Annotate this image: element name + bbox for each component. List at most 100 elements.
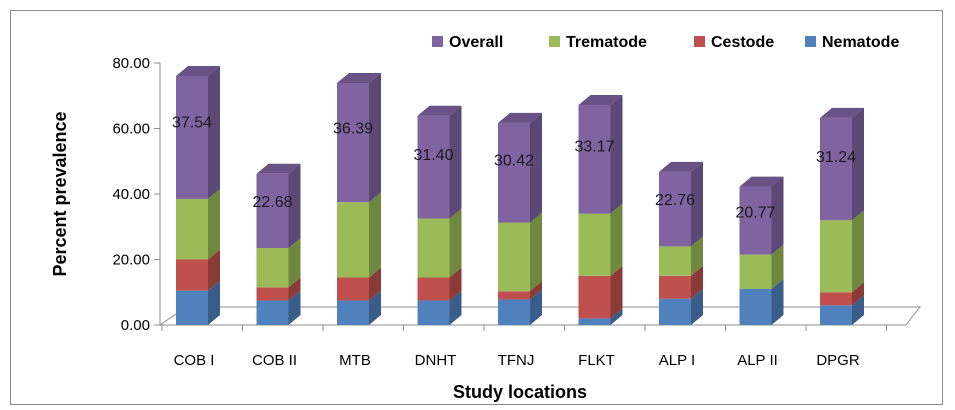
- bar-mtb-trematode-side: [369, 192, 381, 278]
- bar-alp-i-trematode-side: [691, 236, 703, 276]
- bar-dnht-overall-side: [449, 105, 462, 219]
- bar-mtb-overall-front: [337, 83, 369, 203]
- bar-cob-i-overall-side: [208, 65, 220, 199]
- bar-flkt-cestode-side: [610, 265, 623, 319]
- bar-top-dpgr: [820, 107, 864, 118]
- bar-cob-ii-cestode-side: [288, 277, 301, 301]
- x-tick-label-alp-i: ALP I: [659, 352, 695, 369]
- bar-dnht-nematode-front: [417, 300, 450, 325]
- legend-swatch-cestode: [694, 36, 705, 47]
- x-tick-label-cob-i: COB I: [174, 352, 215, 369]
- x-tick-label-tfnj: TFNJ: [498, 352, 535, 369]
- bar-mtb-nematode-side: [369, 290, 381, 325]
- data-label-alp-i: 22.76: [655, 192, 695, 209]
- bar-cob-ii-overall-front: [256, 173, 289, 249]
- bar-dnht-overall-front: [417, 115, 450, 219]
- bar-cob-ii-nematode-side: [288, 290, 301, 325]
- x-axis-title: Study locations: [453, 382, 587, 402]
- data-label-dpgr: 31.24: [816, 149, 856, 166]
- x-tick-label-mtb: MTB: [339, 352, 371, 369]
- bar-alp-i-trematode-front: [659, 246, 691, 276]
- y-tick-label: 20.00: [112, 252, 150, 269]
- x-tick-label-cob-ii: COB II: [252, 352, 297, 369]
- legend-label-overall: Overall: [449, 34, 503, 51]
- bar-alp-ii-trematode-front: [739, 254, 772, 289]
- bar-flkt-nematode-front: [578, 318, 611, 325]
- bar-alp-i-cestode-front: [659, 275, 691, 299]
- bar-cob-ii-trematode-side: [288, 238, 301, 288]
- x-tick-label-dpgr: DPGR: [816, 352, 860, 369]
- bar-cob-i-cestode-side: [208, 249, 220, 291]
- bar-dnht-trematode-side: [449, 208, 462, 278]
- bar-alp-i-overall-front: [659, 171, 691, 247]
- bar-dpgr-trematode-side: [852, 210, 864, 293]
- bar-alp-i-nematode-side: [691, 288, 703, 325]
- legend-label-cestode: Cestode: [711, 34, 774, 51]
- bar-tfnj-overall-front: [498, 122, 530, 223]
- bar-dnht-cestode-side: [449, 267, 462, 301]
- bar-mtb-overall-side: [369, 73, 381, 203]
- bar-cob-i-trematode-front: [176, 198, 208, 260]
- bar-top-alp-ii: [739, 176, 784, 187]
- bar-cob-i-nematode-side: [208, 280, 220, 325]
- bar-flkt-cestode-front: [578, 275, 611, 319]
- data-label-alp-ii: 20.77: [735, 204, 775, 221]
- data-label-cob-ii: 22.68: [252, 194, 292, 211]
- bar-alp-i-overall-side: [691, 161, 703, 247]
- bar-alp-i-cestode-side: [691, 265, 703, 299]
- data-label-tfnj: 30.42: [494, 153, 534, 170]
- data-label-dnht: 31.40: [413, 147, 453, 164]
- bar-dpgr-trematode-front: [820, 220, 852, 293]
- bar-dpgr-cestode-side: [852, 282, 864, 306]
- bar-cob-i-cestode-front: [176, 259, 208, 291]
- bar-top-cob-i: [176, 65, 220, 76]
- legend-label-nematode: Nematode: [822, 34, 899, 51]
- bar-cob-i-trematode-side: [208, 188, 220, 260]
- bar-alp-i-nematode-front: [659, 298, 691, 325]
- bar-tfnj-overall-side: [530, 112, 542, 223]
- bar-tfnj-nematode-side: [530, 289, 542, 325]
- bar-cob-i-nematode-front: [176, 290, 208, 325]
- bar-top-dnht: [417, 105, 462, 116]
- y-tick-label: 80.00: [112, 55, 150, 72]
- bar-tfnj-cestode-front: [498, 291, 530, 300]
- bar-dpgr-overall-front: [820, 117, 852, 221]
- data-label-cob-i: 37.54: [172, 115, 212, 132]
- bar-cob-ii-nematode-front: [256, 300, 289, 325]
- bar-flkt-nematode-side: [610, 308, 623, 325]
- y-tick-label: 60.00: [112, 121, 150, 138]
- x-tick-label-dnht: DNHT: [415, 352, 457, 369]
- bar-mtb-cestode-front: [337, 277, 369, 301]
- bar-alp-ii-overall-front: [739, 186, 772, 255]
- bar-flkt-overall-side: [610, 95, 623, 214]
- bar-alp-ii-trematode-side: [771, 244, 784, 289]
- bar-dpgr-nematode-side: [852, 295, 864, 325]
- data-label-mtb: 36.39: [333, 120, 373, 137]
- legend-swatch-nematode: [805, 36, 816, 47]
- y-axis-title: Percent prevalence: [50, 111, 70, 276]
- bar-mtb-cestode-side: [369, 267, 381, 301]
- bar-cob-i-overall-front: [176, 75, 208, 199]
- bar-top-tfnj: [498, 112, 542, 123]
- bar-cob-ii-overall-side: [288, 163, 301, 249]
- bar-mtb-nematode-front: [337, 300, 369, 325]
- bar-alp-ii-overall-side: [771, 176, 784, 255]
- y-tick-label: 0.00: [121, 317, 150, 334]
- bar-tfnj-trematode-front: [498, 222, 530, 292]
- bar-dnht-cestode-front: [417, 277, 450, 301]
- bar-dpgr-overall-side: [852, 107, 864, 221]
- bar-flkt-trematode-front: [578, 213, 611, 276]
- data-label-flkt: 33.17: [574, 138, 614, 155]
- bar-top-mtb: [337, 73, 381, 84]
- bar-dnht-trematode-front: [417, 218, 450, 278]
- bar-top-alp-i: [659, 161, 703, 172]
- bar-alp-ii-nematode-front: [739, 288, 772, 325]
- bar-flkt-overall-front: [578, 105, 611, 214]
- y-tick-label: 40.00: [112, 186, 150, 203]
- bar-mtb-trematode-front: [337, 202, 369, 278]
- x-tick-label-alp-ii: ALP II: [737, 352, 778, 369]
- bar-top-cob-ii: [256, 163, 301, 174]
- bar-dpgr-cestode-front: [820, 292, 852, 306]
- legend-swatch-overall: [432, 36, 443, 47]
